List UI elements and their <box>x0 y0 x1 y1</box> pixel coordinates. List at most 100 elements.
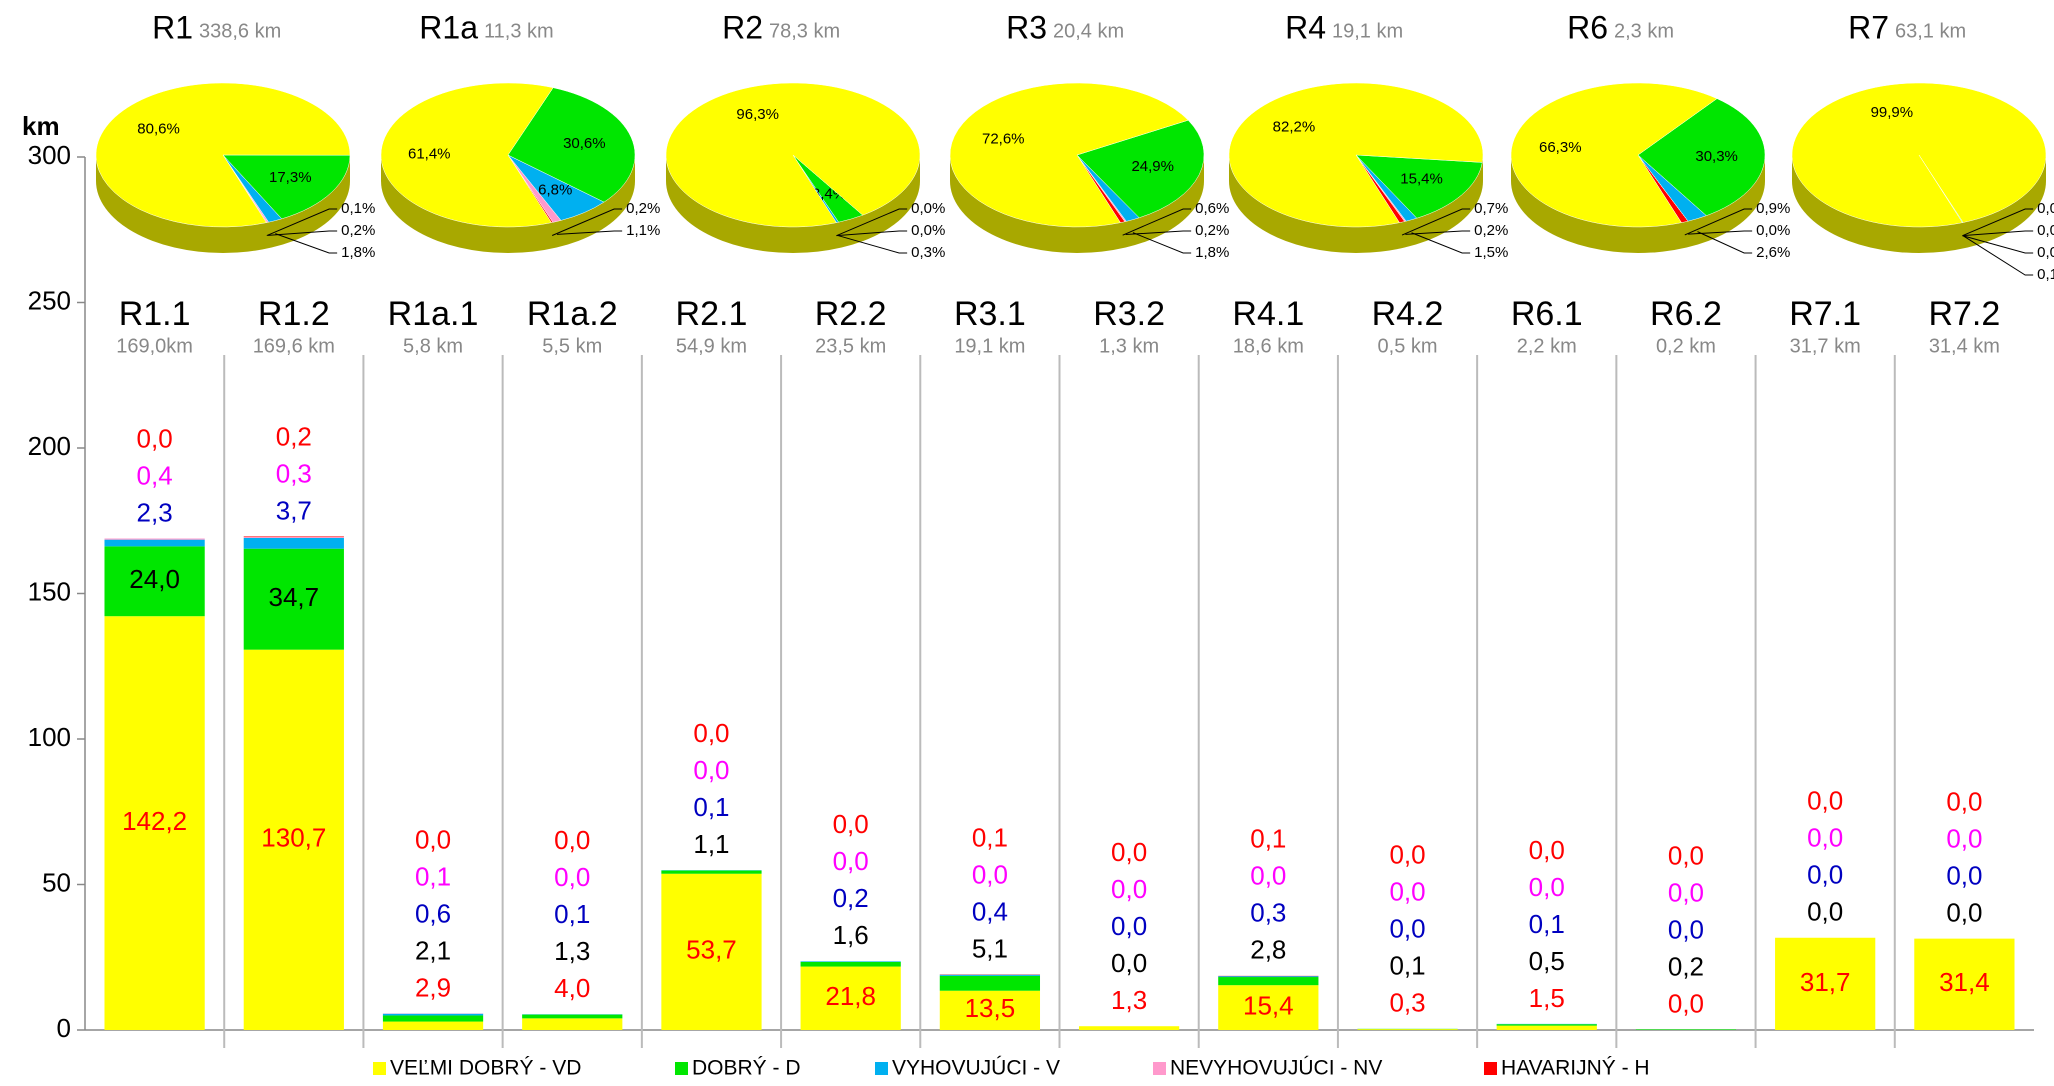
legend-swatch <box>373 1062 386 1075</box>
legend-label: HAVARIJNÝ - H <box>1501 1057 1650 1080</box>
bar-segment <box>800 961 901 962</box>
pie-leader <box>267 230 338 236</box>
pie-leader <box>1401 208 1471 236</box>
pie-leader <box>1125 230 1192 236</box>
bar-segment <box>382 1013 484 1016</box>
pie-label: 0,0% <box>911 222 945 239</box>
value-label: 3,7 <box>276 495 312 525</box>
category-label: R4.1 <box>1232 295 1304 333</box>
category-sublabel: 169,6 km <box>253 335 335 357</box>
value-label: 0,0 <box>1946 824 1982 854</box>
bar-segment <box>243 649 344 1030</box>
y-tick-label: 250 <box>28 285 71 315</box>
pie-label: 24,9% <box>1131 158 1174 175</box>
value-label: 0,4 <box>137 460 173 490</box>
bar-segment <box>104 539 205 547</box>
value-label: 0,1 <box>693 792 729 822</box>
pie-label: 0,0% <box>2037 200 2054 217</box>
value-label: 34,7 <box>269 582 320 612</box>
pie-label: 0,6% <box>1195 200 1229 217</box>
bar-segment <box>800 966 901 1030</box>
y-tick-label: 300 <box>28 140 71 170</box>
category-label: R4.2 <box>1372 295 1444 333</box>
pie-slice <box>1228 82 1484 228</box>
legend-label: DOBRÝ - D <box>692 1057 801 1080</box>
value-label: 24,0 <box>129 564 180 594</box>
pie-slice <box>1076 119 1205 219</box>
pie-title: R1 <box>152 9 193 45</box>
pie-leader <box>556 230 623 235</box>
category-sublabel: 54,9 km <box>676 335 747 357</box>
y-tick-label: 150 <box>28 576 71 606</box>
category-sublabel: 23,5 km <box>815 335 886 357</box>
value-label: 31,4 <box>1939 967 1990 997</box>
category-label: R1a.1 <box>388 295 479 333</box>
value-label: 130,7 <box>261 823 326 853</box>
pie-subtitle: 2,3 km <box>1614 20 1674 42</box>
pie-leader <box>1132 232 1192 254</box>
bar-segment <box>1775 937 1876 1030</box>
value-label: 0,0 <box>137 423 173 453</box>
value-label: 0,0 <box>1668 988 1704 1018</box>
y-axis-label: km <box>22 111 60 141</box>
pie-leader <box>266 208 338 237</box>
category-label: R1a.2 <box>527 295 618 333</box>
pie-label: 0,2% <box>341 222 375 239</box>
pie-label: 1,8% <box>341 244 375 261</box>
value-label: 0,3 <box>1389 988 1425 1018</box>
pie-title: R3 <box>1006 9 1047 45</box>
bar-segment <box>661 870 762 874</box>
value-label: 0,2 <box>276 421 312 451</box>
value-label: 0,0 <box>1111 837 1147 867</box>
legend-swatch <box>1484 1062 1497 1075</box>
pie-slice <box>95 82 351 228</box>
pie-label: 0,9% <box>1756 200 1790 217</box>
bar-segment <box>243 536 344 538</box>
category-sublabel: 5,8 km <box>403 335 463 357</box>
value-label: 0,1 <box>554 899 590 929</box>
category-label: R7.1 <box>1789 295 1861 333</box>
value-label: 0,0 <box>1807 860 1843 890</box>
pie-subtitle: 19,1 km <box>1332 20 1403 42</box>
bar-segment <box>104 546 205 617</box>
pie-leader <box>1405 230 1471 235</box>
bar-segment <box>104 538 205 540</box>
pie-leader <box>1122 208 1192 236</box>
value-label: 53,7 <box>686 935 737 965</box>
value-label: 0,0 <box>1529 835 1565 865</box>
legend-swatch <box>875 1062 888 1075</box>
pie-label: 0,1% <box>2037 266 2054 283</box>
value-label: 0,0 <box>1250 861 1286 891</box>
bar-segment <box>243 537 344 538</box>
value-label: 0,0 <box>1389 877 1425 907</box>
category-label: R3.1 <box>954 295 1026 333</box>
value-label: 0,0 <box>1389 914 1425 944</box>
pie-leader <box>1411 232 1471 254</box>
pie-subtitle: 20,4 km <box>1053 20 1124 42</box>
category-sublabel: 1,3 km <box>1099 335 1159 357</box>
pie-label: 96,3% <box>736 106 779 123</box>
pie-leader <box>1684 208 1753 236</box>
pie-label: 99,9% <box>1871 104 1914 121</box>
value-label: 0,1 <box>1529 909 1565 939</box>
pie-label: 0,1% <box>341 200 375 217</box>
pie-label: 0,0% <box>2037 222 2054 239</box>
bar-segment <box>1357 1029 1458 1030</box>
value-label: 15,4 <box>1243 990 1294 1020</box>
bar-segment <box>1078 1026 1180 1030</box>
y-tick-label: 50 <box>42 867 71 897</box>
bar-segment <box>1218 985 1319 1030</box>
value-label: 1,3 <box>1111 985 1147 1015</box>
pie-leader <box>1962 235 2034 254</box>
bar-segment <box>800 961 901 967</box>
value-label: 0,1 <box>1250 824 1286 854</box>
category-label: R7.2 <box>1928 295 2000 333</box>
pie-leader <box>1962 208 2034 237</box>
bar-segment <box>1635 1029 1737 1030</box>
y-tick-label: 100 <box>28 722 71 752</box>
category-sublabel: 19,1 km <box>954 335 1025 357</box>
pie-label: 1,5% <box>1474 244 1508 261</box>
value-label: 0,0 <box>1807 897 1843 927</box>
pie-subtitle: 63,1 km <box>1895 20 1966 42</box>
